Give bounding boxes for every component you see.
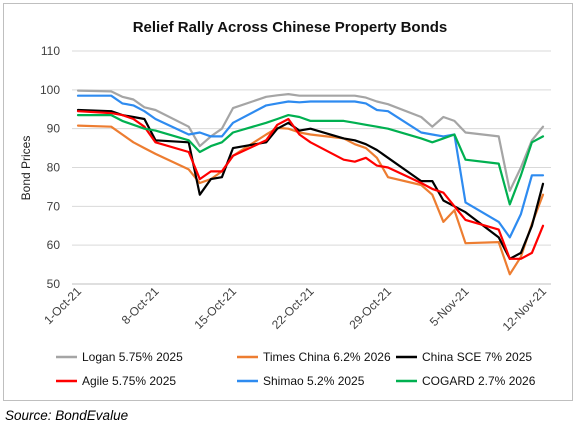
chart-title: Relief Rally Across Chinese Property Bon…	[133, 19, 448, 36]
legend-label: Agile 5.75% 2025	[82, 374, 176, 388]
legend-label: China SCE 7% 2025	[422, 350, 532, 364]
y-tick-label: 60	[47, 238, 61, 252]
series-line	[76, 89, 545, 192]
y-tick-label: 100	[40, 83, 60, 97]
series-line	[76, 124, 545, 276]
series-line	[76, 113, 545, 206]
x-tick-label: 22-Oct-21	[269, 284, 317, 332]
legend-label: Shimao 5.2% 2025	[263, 374, 365, 388]
y-axis-label: Bond Prices	[19, 136, 33, 201]
x-tick-label: 12-Nov-21	[500, 284, 550, 334]
series-line	[76, 108, 545, 260]
x-tick-label: 5-Nov-21	[427, 284, 472, 329]
x-tick-label: 29-Oct-21	[346, 284, 394, 332]
y-tick-label: 50	[47, 277, 61, 291]
series-line	[76, 94, 545, 239]
chart-frame	[3, 3, 573, 401]
y-tick-label: 110	[41, 44, 60, 58]
legend-label: Times China 6.2% 2026	[263, 350, 391, 364]
x-tick-label: 15-Oct-21	[191, 284, 239, 332]
y-tick-label: 70	[47, 199, 61, 213]
y-tick-label: 90	[47, 122, 61, 136]
x-tick-label: 8-Oct-21	[119, 284, 162, 327]
legend-label: COGARD 2.7% 2026	[422, 374, 536, 388]
legend-label: Logan 5.75% 2025	[82, 350, 183, 364]
source-note: Source: BondEvalue	[5, 408, 129, 423]
y-tick-label: 80	[47, 161, 61, 175]
series-line	[76, 110, 545, 260]
